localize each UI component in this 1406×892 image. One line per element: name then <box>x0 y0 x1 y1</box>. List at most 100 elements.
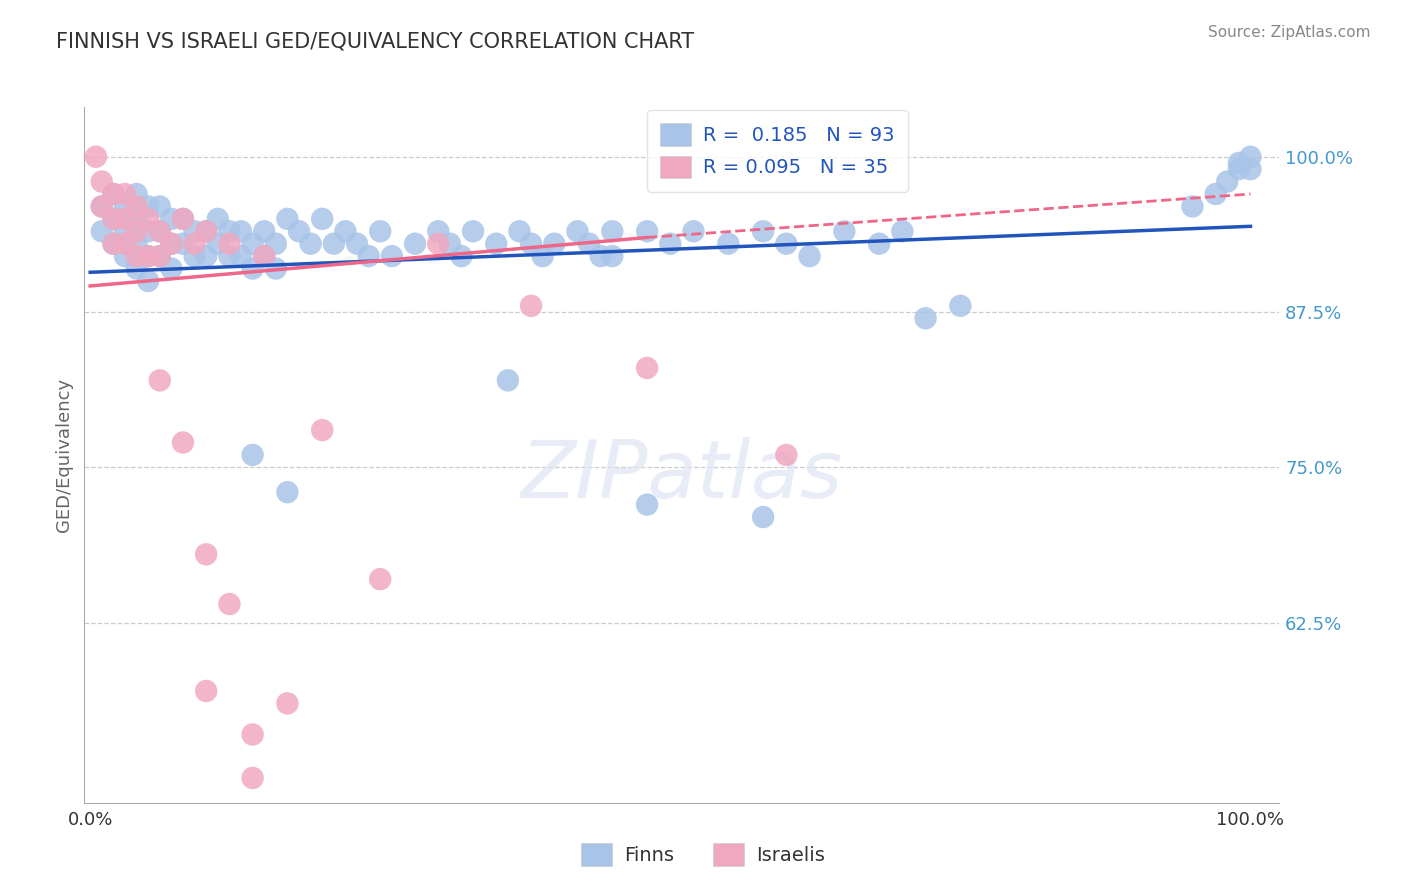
Point <box>357 249 380 263</box>
Point <box>381 249 404 263</box>
Point <box>149 373 172 387</box>
Point <box>485 236 508 251</box>
Point <box>114 187 136 202</box>
Point <box>264 236 287 251</box>
Point <box>1239 150 1261 164</box>
Point <box>368 572 391 586</box>
Point <box>160 261 183 276</box>
Point <box>207 211 229 226</box>
Point <box>229 249 252 263</box>
Point <box>520 299 543 313</box>
Point <box>125 224 148 238</box>
Point <box>834 224 856 238</box>
Point <box>90 175 112 189</box>
Point <box>172 211 194 226</box>
Point <box>949 299 972 313</box>
Point <box>172 211 194 226</box>
Point <box>253 249 276 263</box>
Point <box>891 224 914 238</box>
Point <box>752 224 775 238</box>
Point <box>288 224 311 238</box>
Point <box>636 224 658 238</box>
Point <box>682 224 704 238</box>
Text: ZIPatlas: ZIPatlas <box>520 437 844 515</box>
Point <box>149 199 172 213</box>
Point <box>136 274 159 288</box>
Point <box>218 597 240 611</box>
Point <box>207 236 229 251</box>
Point <box>242 236 264 251</box>
Point <box>589 249 612 263</box>
Point <box>496 373 519 387</box>
Point <box>195 224 218 238</box>
Point <box>195 224 218 238</box>
Point <box>183 236 205 251</box>
Point <box>1181 199 1204 213</box>
Point <box>103 211 125 226</box>
Point <box>1205 187 1227 202</box>
Point <box>172 236 194 251</box>
Point <box>450 249 472 263</box>
Point <box>322 236 344 251</box>
Point <box>136 224 159 238</box>
Point <box>242 727 264 741</box>
Point <box>1227 156 1250 170</box>
Point <box>636 361 658 376</box>
Point <box>439 236 461 251</box>
Point <box>149 249 172 263</box>
Y-axis label: GED/Equivalency: GED/Equivalency <box>55 378 73 532</box>
Point <box>103 187 125 202</box>
Point <box>172 435 194 450</box>
Point <box>195 547 218 561</box>
Point <box>218 224 240 238</box>
Point <box>311 211 333 226</box>
Point <box>567 224 589 238</box>
Point <box>752 510 775 524</box>
Point <box>114 224 136 238</box>
Point <box>600 224 623 238</box>
Point <box>103 236 125 251</box>
Point <box>427 236 450 251</box>
Point <box>311 423 333 437</box>
Text: Source: ZipAtlas.com: Source: ZipAtlas.com <box>1208 25 1371 40</box>
Point <box>136 211 159 226</box>
Point <box>90 224 112 238</box>
Point <box>103 211 125 226</box>
Point <box>195 249 218 263</box>
Point <box>368 224 391 238</box>
Point <box>775 236 797 251</box>
Point <box>335 224 357 238</box>
Point <box>103 187 125 202</box>
Point <box>531 249 554 263</box>
Point <box>799 249 821 263</box>
Point <box>125 261 148 276</box>
Point <box>914 311 936 326</box>
Point <box>578 236 600 251</box>
Point <box>195 684 218 698</box>
Point <box>636 498 658 512</box>
Point <box>183 249 205 263</box>
Legend: Finns, Israelis: Finns, Israelis <box>574 835 832 873</box>
Point <box>183 224 205 238</box>
Text: FINNISH VS ISRAELI GED/EQUIVALENCY CORRELATION CHART: FINNISH VS ISRAELI GED/EQUIVALENCY CORRE… <box>56 31 695 51</box>
Point <box>114 249 136 263</box>
Point <box>149 249 172 263</box>
Point <box>404 236 426 251</box>
Point <box>136 249 159 263</box>
Point <box>508 224 530 238</box>
Point <box>84 150 107 164</box>
Point <box>125 249 148 263</box>
Point <box>103 236 125 251</box>
Point <box>276 211 298 226</box>
Point <box>346 236 368 251</box>
Point <box>125 211 148 226</box>
Point <box>125 236 148 251</box>
Point <box>242 771 264 785</box>
Point <box>659 236 682 251</box>
Point <box>775 448 797 462</box>
Legend: R =  0.185   N = 93, R = 0.095   N = 35: R = 0.185 N = 93, R = 0.095 N = 35 <box>647 110 908 192</box>
Point <box>600 249 623 263</box>
Point <box>276 485 298 500</box>
Point <box>149 224 172 238</box>
Point <box>868 236 890 251</box>
